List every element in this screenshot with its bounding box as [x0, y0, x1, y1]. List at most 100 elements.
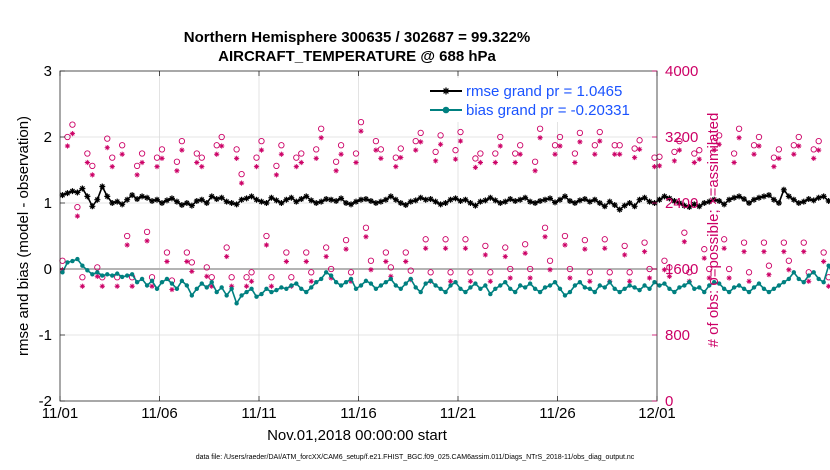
- obs-possible-point: [770, 154, 778, 161]
- rmse-point: [397, 200, 404, 206]
- obs-assimilated-point: [632, 154, 638, 161]
- obs-assimilated-point: [776, 155, 782, 161]
- bias-point: [179, 278, 185, 284]
- bias-point: [806, 273, 811, 278]
- obs-assimilated-point: [497, 143, 503, 149]
- bias-point: [294, 281, 299, 286]
- rmse-point: [114, 198, 121, 205]
- obs-possible-point: [138, 150, 146, 157]
- bias-point: [338, 283, 344, 288]
- bias-point: [547, 283, 553, 288]
- obs-possible-point: [397, 145, 404, 152]
- bias-point: [239, 293, 244, 298]
- obs-assimilated-point: [597, 138, 603, 144]
- legend-rmse-marker: [442, 87, 450, 95]
- bias-point: [532, 286, 538, 291]
- obs-possible-point: [750, 142, 758, 149]
- rmse-point: [741, 196, 748, 203]
- obs-assimilated-point: [199, 164, 205, 170]
- x-tick-label: 11/26: [539, 405, 575, 422]
- rmse-point: [636, 196, 643, 203]
- bias-point: [612, 286, 617, 291]
- obs-assimilated-point: [333, 168, 339, 174]
- obs-possible-point: [606, 269, 613, 276]
- rmse-point: [387, 193, 394, 200]
- bias-point: [70, 258, 75, 264]
- rmse-point: [676, 200, 683, 206]
- bias-point: [513, 289, 518, 295]
- rmse-point: [726, 196, 733, 203]
- rmse-point: [497, 200, 504, 206]
- bias-point: [85, 268, 90, 273]
- rmse-point: [99, 183, 106, 190]
- y-tick-label: -2: [39, 393, 52, 410]
- bias-point: [139, 276, 145, 282]
- obs-possible-point: [238, 170, 245, 178]
- obs-assimilated-point: [452, 156, 459, 162]
- rmse-point: [507, 196, 514, 203]
- rmse-point: [308, 197, 315, 204]
- rmse-point: [815, 194, 822, 201]
- rmse-series: [59, 183, 830, 213]
- obs-assimilated-point: [512, 159, 518, 166]
- bias-point: [811, 270, 816, 275]
- obs-possible-point: [387, 264, 394, 271]
- obs-assimilated-point: [641, 249, 648, 255]
- obs-possible-point: [104, 135, 111, 142]
- obs-assimilated-point: [403, 258, 409, 265]
- bias-point: [771, 286, 777, 291]
- obs-possible-point: [183, 249, 191, 256]
- obs-assimilated-point: [706, 275, 712, 281]
- rmse-point: [248, 193, 255, 200]
- rmse-point: [412, 197, 419, 204]
- rmse-point: [586, 198, 593, 205]
- obs-assimilated-point: [263, 242, 270, 248]
- rmse-point: [149, 198, 156, 205]
- bias-point: [229, 286, 234, 291]
- obs-possible-point: [223, 244, 230, 251]
- obs-assimilated-point: [796, 143, 802, 149]
- obs-possible-point: [313, 146, 320, 153]
- rmse-point: [173, 198, 180, 205]
- bias-point: [557, 286, 563, 291]
- obs-assimilated-point: [248, 278, 255, 284]
- obs-possible-point: [522, 241, 529, 248]
- obs-possible-point: [69, 121, 76, 128]
- obs-assimilated-point: [343, 246, 349, 252]
- bias-point: [572, 283, 578, 288]
- rmse-point: [278, 200, 285, 206]
- obs-possible-point: [372, 137, 380, 145]
- rmse-point: [646, 198, 653, 205]
- rmse-point: [606, 198, 613, 205]
- rmse-point: [477, 198, 484, 205]
- rmse-point: [746, 200, 753, 206]
- rmse-point: [178, 201, 185, 208]
- bias-point: [503, 280, 508, 285]
- obs-possible-point: [730, 150, 738, 157]
- bias-point: [493, 286, 498, 291]
- y-tick-label: -1: [39, 327, 52, 344]
- rmse-point: [377, 198, 384, 205]
- rmse-point: [502, 198, 509, 205]
- bias-point: [378, 283, 384, 288]
- rmse-point: [298, 196, 305, 203]
- bias-point: [423, 281, 428, 286]
- y2-tick-label: 4000: [665, 63, 698, 80]
- y2-tick-label: 800: [665, 327, 690, 344]
- rmse-point: [333, 198, 340, 205]
- bias-point: [129, 272, 135, 277]
- bias-point: [602, 285, 607, 290]
- rmse-point: [542, 196, 549, 203]
- obs-assimilated-point: [164, 258, 170, 265]
- obs-assimilated-point: [557, 143, 563, 149]
- bias-point: [119, 274, 125, 280]
- obs-assimilated-point: [129, 283, 135, 289]
- bias-point: [159, 280, 165, 285]
- obs-assimilated-point: [373, 147, 379, 153]
- obs-possible-point: [482, 242, 489, 250]
- rmse-point: [94, 196, 101, 203]
- obs-assimilated-point: [119, 151, 125, 157]
- obs-assimilated-point: [273, 172, 280, 178]
- obs-assimilated-point: [467, 278, 474, 284]
- obs-possible-point: [442, 236, 449, 243]
